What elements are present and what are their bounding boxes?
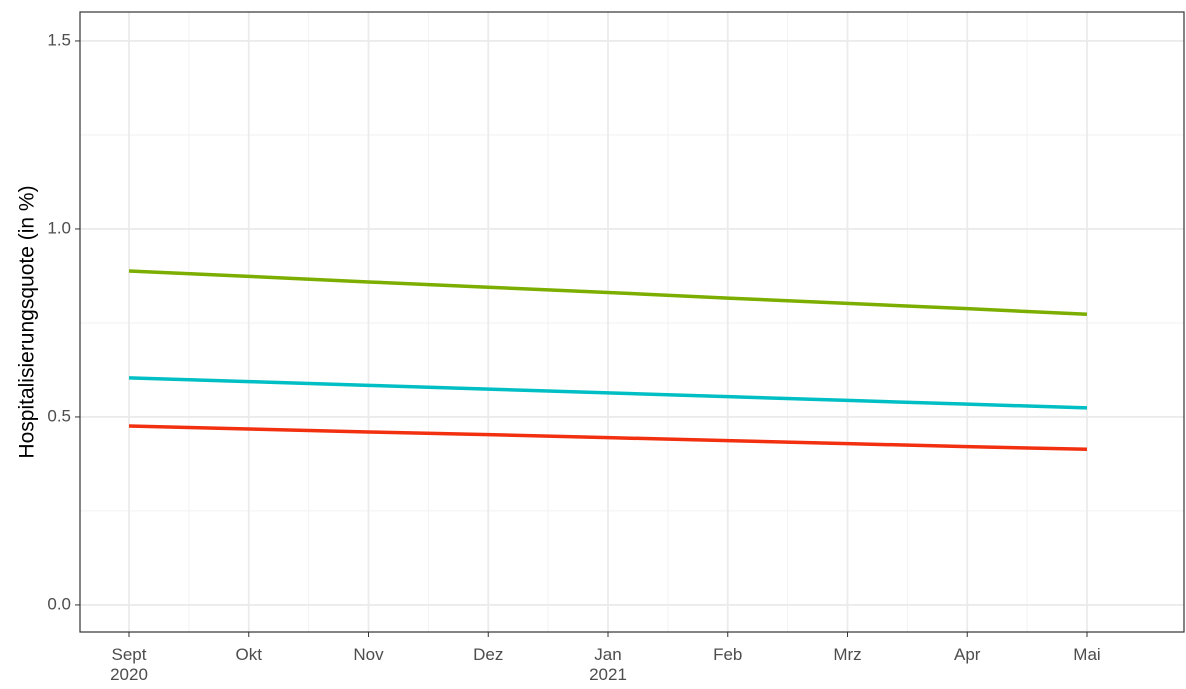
x-tick-label: Sept 2020: [110, 645, 148, 684]
line: [128, 269, 1088, 317]
x-tick-label: Mai: [1073, 645, 1100, 664]
x-tick-label: Mrz: [833, 645, 861, 664]
panel-border: [79, 11, 1185, 633]
x-tick-label: Apr: [954, 645, 981, 664]
line: [128, 376, 1088, 410]
y-axis-label: Hospitalisierungsquote (in %): [16, 185, 39, 458]
line: [128, 424, 1088, 452]
x-tick-label: Nov: [353, 645, 384, 664]
x-tick-label: Jan 2021: [589, 645, 627, 684]
y-tick-label: 0.5: [47, 406, 71, 425]
y-tick-label: 1.0: [47, 218, 71, 237]
x-tick-label: Feb: [713, 645, 742, 664]
x-tick-label: Okt: [236, 645, 263, 664]
y-tick-label: 1.5: [47, 30, 71, 49]
y-tick-label: 0.0: [47, 594, 71, 613]
x-tick-label: Dez: [473, 645, 503, 664]
